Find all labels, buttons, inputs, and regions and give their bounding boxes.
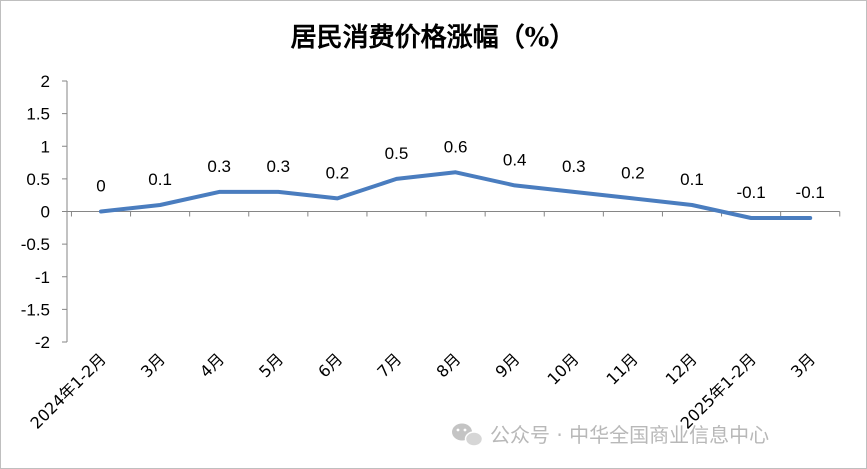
- x-tick-label: 9月: [492, 349, 524, 381]
- data-label: 0.3: [207, 157, 231, 176]
- data-label: -0.1: [736, 183, 765, 202]
- y-tick-label: 1: [41, 137, 50, 156]
- x-tick-label: 2024年1-2月: [26, 349, 109, 432]
- y-tick-label: -2: [35, 333, 50, 352]
- data-label: 0.2: [326, 163, 350, 182]
- data-label: 0: [96, 177, 105, 196]
- y-tick-label: 1.5: [26, 105, 50, 124]
- y-tick-label: 0: [41, 203, 50, 222]
- data-label: 0.3: [266, 157, 290, 176]
- data-labels: 0 0.1 0.3 0.3 0.2 0.5 0.6 0.4 0.3 0.2 0.1 -0.1 -0.1: [96, 137, 825, 202]
- x-tick-label: 5月: [255, 349, 287, 381]
- chart-title: 居民消费价格涨幅（%）: [291, 22, 576, 53]
- y-tick-label: 2: [41, 72, 50, 91]
- x-tick-label: 3月: [137, 349, 169, 381]
- x-tick-label: 6月: [314, 349, 346, 381]
- x-tick-label: 12月: [662, 349, 701, 388]
- data-label: 0.1: [148, 170, 172, 189]
- x-tick-label: 7月: [373, 349, 405, 381]
- wechat-icon: [452, 423, 484, 447]
- x-tick-label: 8月: [432, 349, 464, 381]
- axes: [62, 80, 841, 343]
- y-tick-label: -1: [35, 268, 50, 287]
- y-tick-label: 0.5: [26, 170, 50, 189]
- data-label: 0.3: [562, 157, 586, 176]
- x-tick-label: 11月: [603, 349, 642, 388]
- data-label: 0.6: [444, 137, 468, 156]
- series-line-path: [99, 170, 813, 220]
- y-tick-label: -0.5: [21, 235, 50, 254]
- data-label: 0.2: [621, 163, 645, 182]
- x-tick-label: 10月: [543, 349, 582, 388]
- x-tick-label: 3月: [787, 349, 819, 381]
- series-line: [99, 170, 813, 220]
- data-label: -0.1: [796, 183, 825, 202]
- watermark: 公众号 · 中华全国商业信息中心: [452, 423, 769, 447]
- y-tick-label: -1.5: [21, 300, 50, 319]
- x-tick-label: 4月: [196, 349, 228, 381]
- y-tick-labels: 2 1.5 1 0.5 0 -0.5 -1 -1.5 -2: [21, 72, 50, 352]
- data-label: 0.5: [385, 144, 409, 163]
- data-label: 0.4: [503, 150, 527, 169]
- data-label: 0.1: [680, 170, 704, 189]
- watermark-text: 公众号 · 中华全国商业信息中心: [490, 423, 769, 447]
- x-tick-labels: 2024年1-2月 3月 4月 5月 6月 7月 8月 9月 10月 11月 12月2025年1-2…: [26, 349, 819, 432]
